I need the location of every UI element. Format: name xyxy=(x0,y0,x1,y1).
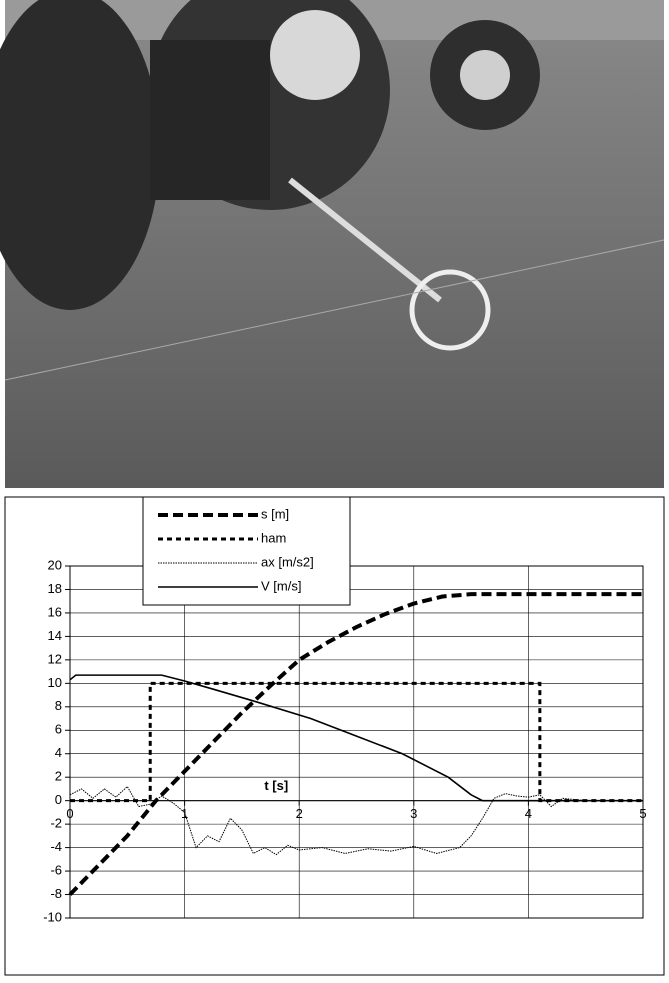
y-tick-label: 18 xyxy=(48,581,62,596)
x-tick-label: 5 xyxy=(639,806,646,821)
x-tick-label: 4 xyxy=(525,806,532,821)
y-tick-label: -6 xyxy=(50,863,62,878)
x-tick-label: 0 xyxy=(66,806,73,821)
y-tick-label: -4 xyxy=(50,839,62,854)
y-tick-label: 8 xyxy=(55,698,62,713)
y-tick-label: 16 xyxy=(48,604,62,619)
y-tick-label: -10 xyxy=(43,909,62,924)
photo xyxy=(0,0,664,488)
page: -10-8-6-4-202468101214161820012345t [s]s… xyxy=(0,0,669,978)
x-axis-label: t [s] xyxy=(264,778,288,793)
legend-label: s [m] xyxy=(261,506,289,521)
y-tick-label: 12 xyxy=(48,651,62,666)
plot-area xyxy=(70,566,643,918)
legend-label: V [m/s] xyxy=(261,578,301,593)
y-tick-label: 14 xyxy=(48,628,62,643)
y-tick-label: 20 xyxy=(48,557,62,572)
y-tick-label: 10 xyxy=(48,675,62,690)
y-tick-label: 0 xyxy=(55,792,62,807)
y-tick-label: -8 xyxy=(50,886,62,901)
y-tick-label: 2 xyxy=(55,769,62,784)
y-tick-label: 4 xyxy=(55,745,62,760)
legend-label: ax [m/s2] xyxy=(261,554,314,569)
x-tick-label: 2 xyxy=(296,806,303,821)
legend-label: ham xyxy=(261,530,286,545)
y-tick-label: 6 xyxy=(55,722,62,737)
x-tick-label: 3 xyxy=(410,806,417,821)
y-tick-label: -2 xyxy=(50,816,62,831)
